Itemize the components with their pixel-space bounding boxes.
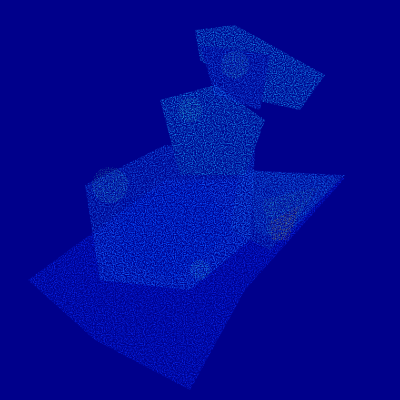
grid-highlight	[250, 170, 340, 240]
density-accents	[92, 51, 249, 280]
